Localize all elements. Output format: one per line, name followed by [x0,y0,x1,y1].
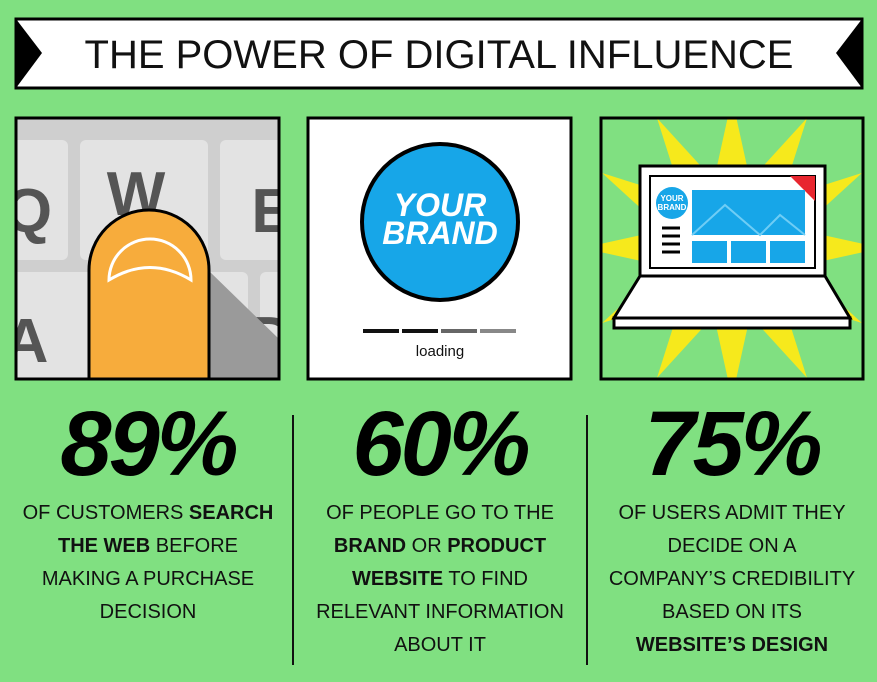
laptop-panel: YOUR BRAND [599,116,865,381]
caption-text: MAKING A PURCHASE [42,568,254,590]
title: THE POWER OF DIGITAL INFLUENCE [85,33,794,77]
stat-caption-line: BASED ON ITS [662,601,802,623]
caption-text: OF CUSTOMERS [23,502,189,524]
key-letter: Q [4,177,52,246]
brand-panel: YOUR BRAND loading [306,116,573,381]
banner: THE POWER OF DIGITAL INFLUENCE [14,17,864,90]
loading-text: loading [416,343,464,360]
caption-bold: SEARCH [189,502,273,524]
stat-caption-line: RELEVANT INFORMATION [316,601,564,623]
caption-bold: THE WEB [58,535,150,557]
logo-text: YOUR [660,194,683,203]
key-letter: A [4,307,49,376]
stat-caption-line: ABOUT IT [394,634,486,656]
stat-caption-line: WEBSITE’S DESIGN [636,634,828,656]
stat-caption-line: DECIDE ON A [668,535,798,557]
caption-text: ABOUT IT [394,634,486,656]
caption-bold: WEBSITE’S DESIGN [636,634,828,656]
key-letter: E [251,177,292,246]
stat-caption-line: OF CUSTOMERS SEARCH [23,502,274,524]
caption-text: OF USERS ADMIT THEY [618,502,845,524]
caption-bold: WEBSITE [352,568,443,590]
caption-bold: BRAND [334,535,406,557]
stat: 89% [60,393,236,495]
caption-text: DECIDE ON A [668,535,798,557]
keyboard-panel: Q W E A D [4,116,292,381]
stat: 75% [644,393,820,495]
logo-text: YOUR [394,187,486,223]
caption-text: COMPANY’S CREDIBILITY [609,568,855,590]
caption-text: RELEVANT INFORMATION [316,601,564,623]
stat-caption-line: OF USERS ADMIT THEY [618,502,845,524]
caption-text: BEFORE [150,535,238,557]
caption-text: TO FIND [443,568,528,590]
caption-bold: PRODUCT [447,535,546,557]
stat-caption-line: THE WEB BEFORE [58,535,238,557]
caption-text: OR [406,535,447,557]
stat-caption-line: DECISION [100,601,197,623]
caption-text: OF PEOPLE GO TO THE [326,502,554,524]
stat-caption-line: COMPANY’S CREDIBILITY [609,568,855,590]
stat-caption-line: MAKING A PURCHASE [42,568,254,590]
logo-text: BRAND [658,203,687,212]
caption-text: DECISION [100,601,197,623]
caption-text: BASED ON ITS [662,601,802,623]
stat-caption-line: WEBSITE TO FIND [352,568,528,590]
stat-caption-line: BRAND OR PRODUCT [334,535,546,557]
stat: 60% [352,393,528,495]
stat-caption-line: OF PEOPLE GO TO THE [326,502,554,524]
logo-text: BRAND [382,215,498,251]
